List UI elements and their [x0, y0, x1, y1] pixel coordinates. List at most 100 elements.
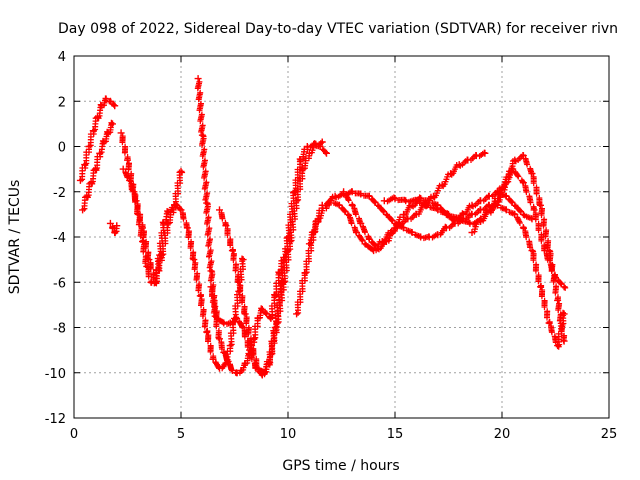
data-point [271, 292, 279, 300]
data-point [519, 210, 527, 218]
data-point [145, 256, 153, 264]
data-point [382, 238, 390, 245]
data-point [353, 229, 360, 236]
data-point [511, 156, 519, 164]
data-point [357, 190, 365, 198]
data-point [519, 152, 527, 160]
data-point [111, 229, 119, 236]
data-point [196, 292, 204, 300]
data-point [216, 206, 223, 214]
data-point [477, 197, 485, 205]
data-point [106, 219, 114, 227]
data-point [233, 369, 241, 377]
data-point [216, 364, 223, 372]
data-point [455, 161, 463, 169]
chart-title: Day 098 of 2022, Sidereal Day-to-day VTE… [58, 21, 618, 37]
data-point [545, 247, 553, 255]
data-point [485, 192, 493, 200]
series-group [117, 129, 247, 372]
data-point [203, 328, 211, 336]
data-point [417, 233, 425, 241]
data-point [485, 206, 493, 214]
data-point [545, 319, 553, 327]
data-point [528, 247, 536, 255]
data-point [323, 149, 330, 157]
data-point [239, 324, 247, 331]
data-point [171, 201, 179, 209]
data-point [335, 201, 343, 209]
data-point [361, 240, 369, 248]
y-tick-label: 0 [58, 141, 66, 156]
data-point [434, 206, 442, 214]
data-point [151, 278, 159, 286]
data-point [530, 206, 538, 214]
data-point [380, 197, 388, 205]
data-point [263, 310, 271, 318]
data-point [554, 296, 562, 304]
data-point [267, 351, 275, 359]
data-point [81, 161, 89, 169]
data-point [113, 222, 121, 230]
data-point [207, 283, 215, 291]
x-tick-label: 25 [601, 427, 618, 442]
data-point [425, 197, 433, 205]
data-point [477, 206, 485, 214]
data-point [102, 95, 110, 103]
data-point [560, 337, 568, 345]
data-point [374, 201, 382, 209]
data-point [228, 367, 236, 374]
data-point [305, 240, 313, 248]
series-group [207, 140, 330, 379]
data-point [370, 247, 378, 255]
data-point [213, 314, 221, 322]
data-point [391, 195, 399, 202]
data-point [83, 192, 91, 200]
data-point [226, 342, 234, 350]
data-point [331, 192, 339, 200]
data-point [293, 197, 301, 205]
data-point [402, 197, 410, 205]
data-point [481, 149, 489, 157]
data-point [455, 215, 463, 223]
y-axis-label: SDTVAR / TECUs [7, 180, 23, 295]
data-point [445, 210, 452, 218]
y-tick-label: 4 [58, 50, 66, 65]
series-group [216, 138, 326, 377]
data-point [434, 231, 442, 239]
data-point [239, 256, 247, 264]
data-point [76, 176, 84, 184]
data-point [164, 219, 172, 227]
data-point [537, 201, 544, 209]
data-point [111, 102, 119, 110]
data-point [511, 201, 519, 209]
data-point [391, 224, 399, 232]
data-point [408, 229, 416, 236]
data-point [293, 310, 301, 318]
data-point [537, 283, 544, 291]
data-point [98, 102, 106, 110]
data-point [96, 149, 104, 157]
data-point [85, 143, 93, 150]
x-tick-label: 5 [177, 427, 185, 442]
data-point [466, 219, 474, 227]
data-point [209, 355, 217, 363]
y-tick-label: -2 [53, 186, 66, 201]
data-point [89, 127, 97, 135]
data-point [365, 192, 373, 200]
data-point [222, 222, 230, 230]
data-point [400, 210, 408, 218]
data-point [374, 244, 382, 252]
data-point [228, 247, 236, 255]
data-point [472, 152, 480, 160]
data-point [119, 165, 127, 173]
data-point [254, 364, 262, 372]
data-point [348, 201, 356, 209]
data-point [301, 269, 309, 277]
data-point [318, 138, 326, 146]
data-point [104, 129, 112, 137]
x-tick-label: 0 [70, 427, 78, 442]
data-point [464, 156, 472, 164]
y-tick-label: -4 [53, 231, 66, 246]
data-point [126, 176, 134, 184]
data-point [519, 224, 527, 232]
